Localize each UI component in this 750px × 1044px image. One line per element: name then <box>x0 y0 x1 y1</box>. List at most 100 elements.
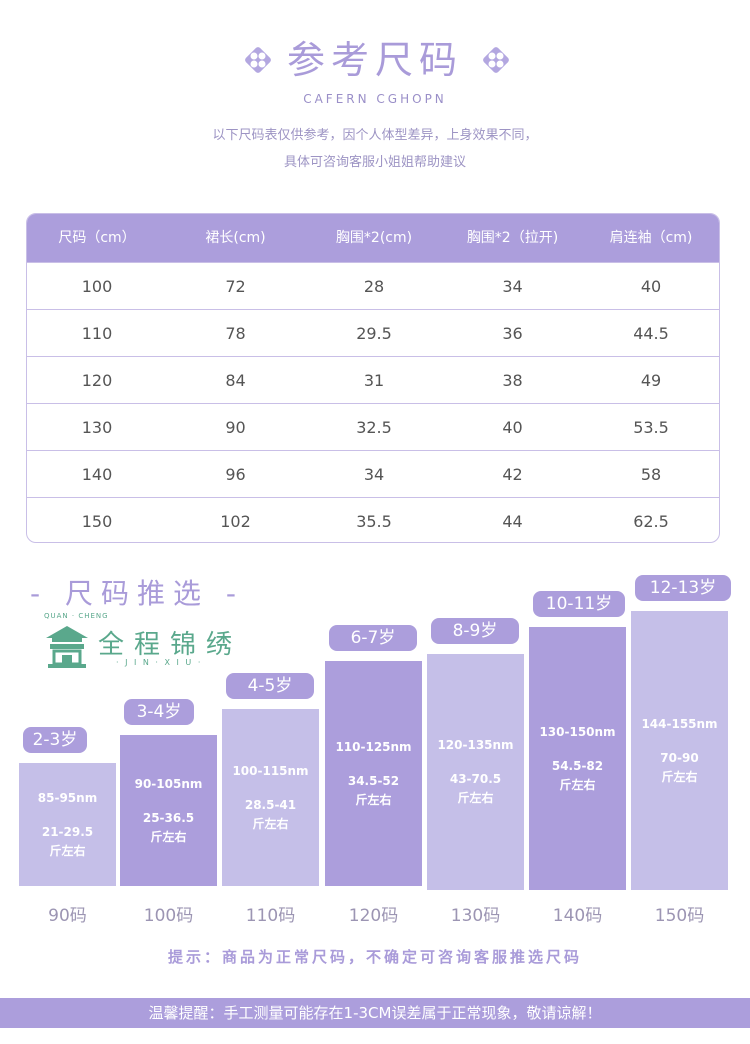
bar-height-range: 120-135nm <box>437 738 514 752</box>
recommend-bar: 90-105nm 25-36.5 斤左右 <box>120 735 217 886</box>
bar-weight-unit: 斤左右 <box>355 792 392 807</box>
bar-weight-unit: 斤左右 <box>661 769 698 784</box>
table-cell-chest-stretched: 42 <box>502 465 523 484</box>
age-tag: 6-7岁 <box>329 625 417 651</box>
logo-bottom-text: · J I N · X I U · <box>116 658 203 667</box>
bar-weight-unit: 斤左右 <box>252 816 289 831</box>
table-cell-length: 78 <box>225 324 246 343</box>
flower-ornament-icon <box>245 47 271 73</box>
logo-name: 全程锦绣 <box>98 630 243 660</box>
size-label: 150码 <box>654 906 705 926</box>
bar-weight-unit: 斤左右 <box>150 829 187 844</box>
size-label: 120码 <box>348 906 399 926</box>
table-cell-size: 150 <box>81 512 113 531</box>
bar-weight-range: 28.5-41 <box>244 797 297 812</box>
table-cell-length: 72 <box>225 277 246 296</box>
table-cell-size: 140 <box>81 465 113 484</box>
table-cell-chest: 34 <box>363 465 385 484</box>
bar-weight-range: 21-29.5 <box>41 824 94 839</box>
bar-height-range: 110-125nm <box>335 739 412 754</box>
table-cell-sleeve: 44.5 <box>633 324 669 343</box>
table-cell-size: 130 <box>81 418 113 437</box>
age-tag: 8-9岁 <box>431 618 519 644</box>
recommend-bar: 85-95nm 21-29.5 斤左右 <box>19 763 116 886</box>
bar-height-range: 90-105nm <box>134 776 203 791</box>
table-cell-sleeve: 53.5 <box>633 418 669 437</box>
header-cell-sleeve: 肩连袖（cm) <box>609 230 693 246</box>
table-cell-chest-stretched: 44 <box>502 512 523 531</box>
table-cell-length: 90 <box>225 418 246 437</box>
table-cell-sleeve: 62.5 <box>633 512 669 531</box>
age-tag: 4-5岁 <box>226 673 314 699</box>
bar-weight-range: 70-90 <box>660 750 699 765</box>
recommend-bar: 110-125nm 34.5-52 斤左右 <box>325 661 422 886</box>
bar-weight-range: 43-70.5 <box>449 772 502 786</box>
table-cell-chest-stretched: 36 <box>502 324 523 343</box>
logo-top-text: QUAN · CHENG <box>44 612 109 620</box>
bar-weight-unit: 斤左右 <box>49 843 86 858</box>
page-subtitle: CAFERN CGHOPN <box>303 92 447 106</box>
tip-text: 提示：商品为正常尺码，不确定可咨询客服推选尺码 <box>167 948 582 966</box>
recommend-title: - 尺码推选 - <box>30 577 245 610</box>
table-header: 尺码（cm） 裙长(cm) 胸围*2(cm) 胸围*2（拉开) 肩连袖（cm) <box>27 214 719 262</box>
size-note-line2: 具体可咨询客服小姐姐帮助建议 <box>283 155 466 170</box>
table-cell-size: 110 <box>81 324 113 343</box>
table-row: 100 72 28 34 40 <box>27 262 719 310</box>
table-row: 130 90 32.5 40 53.5 <box>27 403 719 451</box>
table-cell-length: 102 <box>220 512 251 531</box>
age-tag: 3-4岁 <box>124 699 194 725</box>
bar-weight-range: 34.5-52 <box>347 773 400 788</box>
page-title: 参考尺码 <box>286 38 463 82</box>
bar-height-range: 85-95nm <box>37 790 98 805</box>
recommend-bar: 100-115nm 28.5-41 斤左右 <box>222 709 319 886</box>
table-cell-chest-stretched: 34 <box>502 277 523 296</box>
bar-weight-unit: 斤左右 <box>457 791 494 805</box>
bar-height-range: 100-115nm <box>232 763 309 778</box>
table-cell-length: 96 <box>225 465 246 484</box>
header-cell-chest-stretched: 胸围*2（拉开) <box>466 230 559 246</box>
age-tag: 2-3岁 <box>23 727 87 753</box>
footer-text: 温馨提醒：手工测量可能存在1-3CM误差属于正常现象，敬请谅解！ <box>148 1004 602 1022</box>
size-label: 100码 <box>143 906 194 926</box>
table-cell-chest-stretched: 40 <box>502 418 523 437</box>
header-cell-chest: 胸围*2(cm) <box>335 230 413 246</box>
table-cell-chest: 35.5 <box>356 512 392 531</box>
table-cell-size: 100 <box>81 277 113 296</box>
table-cell-sleeve: 49 <box>640 371 662 390</box>
table-row: 110 78 29.5 36 44.5 <box>27 309 719 357</box>
size-label: 140码 <box>552 906 603 926</box>
table-row: 150 102 35.5 44 62.5 <box>27 497 719 542</box>
flower-ornament-icon <box>483 47 509 73</box>
size-note-line1: 以下尺码表仅供参考，因个人体型差异，上身效果不同， <box>212 128 538 143</box>
header-cell-length: 裙长(cm) <box>205 230 266 246</box>
size-table: 尺码（cm） 裙长(cm) 胸围*2(cm) 胸围*2（拉开) 肩连袖（cm) … <box>26 213 720 543</box>
bar-height-range: 130-150nm <box>539 724 616 739</box>
header-cell-size: 尺码（cm） <box>58 230 136 246</box>
bar-weight-unit: 斤左右 <box>559 777 596 792</box>
table-cell-chest: 31 <box>363 371 385 390</box>
footer-banner: 温馨提醒：手工测量可能存在1-3CM误差属于正常现象，敬请谅解！ <box>0 998 750 1028</box>
table-cell-chest: 29.5 <box>356 324 392 343</box>
header: 参考尺码 <box>0 30 750 90</box>
age-tag: 10-11岁 <box>533 591 625 617</box>
bar-weight-range: 54.5-82 <box>551 758 604 773</box>
table-cell-size: 120 <box>81 371 113 390</box>
table-row: 140 96 34 42 58 <box>27 450 719 498</box>
pagoda-logo-icon <box>46 626 88 668</box>
bar-height-range: 144-155nm <box>641 716 718 731</box>
recommend-bar: 130-150nm 54.5-82 斤左右 <box>529 627 626 890</box>
brand-logo: QUAN · CHENG 全程锦绣 · J I N · X I U · <box>42 612 252 672</box>
table-row: 120 84 31 38 49 <box>27 356 719 404</box>
size-label: 130码 <box>450 906 501 926</box>
bar-weight-range: 25-36.5 <box>142 810 195 825</box>
age-tag: 12-13岁 <box>635 575 731 601</box>
table-cell-chest: 32.5 <box>356 418 392 437</box>
recommend-bar: 120-135nm 43-70.5 斤左右 <box>427 654 524 890</box>
table-cell-length: 84 <box>225 371 246 390</box>
table-cell-chest-stretched: 38 <box>502 371 523 390</box>
size-label: 90码 <box>48 906 87 926</box>
recommend-bar: 144-155nm 70-90 斤左右 <box>631 611 728 890</box>
table-cell-sleeve: 40 <box>640 277 662 296</box>
size-label: 110码 <box>245 906 296 926</box>
table-cell-chest: 28 <box>363 277 385 296</box>
